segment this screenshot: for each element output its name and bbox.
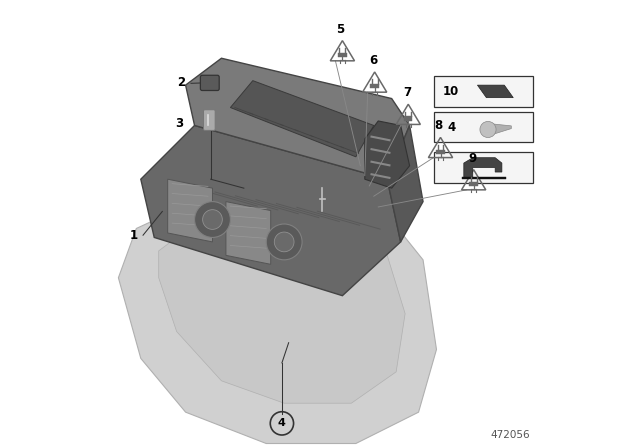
Text: 2: 2 bbox=[177, 76, 185, 90]
Text: 8: 8 bbox=[435, 119, 443, 132]
Polygon shape bbox=[159, 211, 405, 403]
FancyBboxPatch shape bbox=[200, 75, 220, 90]
Bar bbox=[371, 84, 379, 88]
Polygon shape bbox=[464, 158, 502, 177]
FancyBboxPatch shape bbox=[435, 112, 533, 142]
Text: 4: 4 bbox=[447, 121, 456, 134]
Polygon shape bbox=[168, 179, 212, 242]
Polygon shape bbox=[490, 124, 511, 135]
FancyBboxPatch shape bbox=[435, 152, 533, 183]
Text: 1: 1 bbox=[130, 228, 138, 242]
Circle shape bbox=[480, 121, 496, 138]
Polygon shape bbox=[226, 202, 271, 264]
Text: 5: 5 bbox=[336, 22, 344, 36]
Bar bbox=[470, 182, 478, 186]
Text: 4: 4 bbox=[278, 418, 286, 428]
Text: 472056: 472056 bbox=[491, 430, 531, 440]
Circle shape bbox=[275, 232, 294, 252]
Polygon shape bbox=[387, 125, 423, 242]
Text: 7: 7 bbox=[403, 86, 412, 99]
Polygon shape bbox=[141, 125, 401, 296]
FancyBboxPatch shape bbox=[204, 110, 215, 130]
FancyBboxPatch shape bbox=[435, 76, 533, 107]
Text: 6: 6 bbox=[370, 54, 378, 67]
Text: 3: 3 bbox=[175, 116, 183, 130]
Polygon shape bbox=[186, 58, 410, 179]
Bar bbox=[338, 53, 347, 57]
Polygon shape bbox=[230, 81, 374, 157]
Polygon shape bbox=[477, 85, 513, 98]
Polygon shape bbox=[118, 193, 436, 444]
Polygon shape bbox=[365, 121, 410, 188]
Bar bbox=[461, 177, 506, 179]
Bar bbox=[404, 116, 412, 121]
Circle shape bbox=[195, 202, 230, 237]
Text: 9: 9 bbox=[468, 151, 476, 165]
Text: 10: 10 bbox=[443, 85, 460, 98]
Circle shape bbox=[203, 210, 222, 229]
Bar bbox=[436, 150, 445, 154]
Circle shape bbox=[266, 224, 302, 260]
